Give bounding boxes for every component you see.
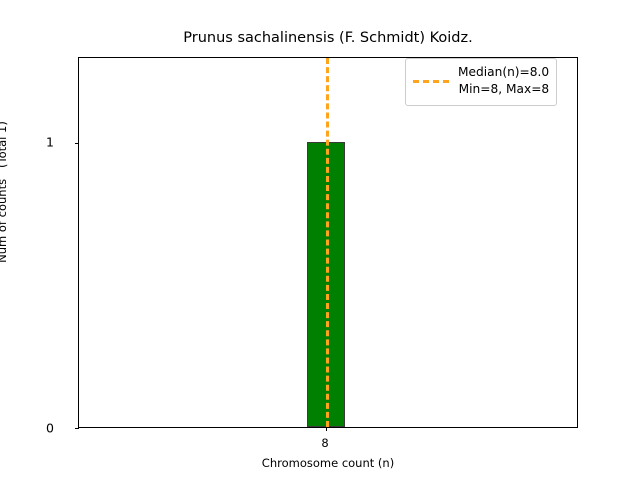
plot-inner xyxy=(79,58,577,427)
xtick-mark-8 xyxy=(326,427,327,431)
legend-entry-median: Median(n)=8.0 Min=8, Max=8 xyxy=(413,64,549,99)
ytick-mark-0 xyxy=(75,427,79,429)
y-axis-label: Num of counts (Total 1) xyxy=(0,121,9,263)
chart-title: Prunus sachalinensis (F. Schmidt) Koidz. xyxy=(183,30,473,46)
ytick-label-1: 1 xyxy=(46,134,54,150)
x-axis-label: Chromosome count (n) xyxy=(261,456,395,470)
chart-legend: Median(n)=8.0 Min=8, Max=8 xyxy=(405,58,558,106)
median-line xyxy=(326,58,329,427)
ytick-mark-1 xyxy=(75,142,79,144)
legend-entry-text: Median(n)=8.0 Min=8, Max=8 xyxy=(458,64,549,99)
legend-label-minmax: Min=8, Max=8 xyxy=(458,82,550,97)
ytick-label-0: 0 xyxy=(46,420,54,436)
legend-label-median: Median(n)=8.0 xyxy=(458,65,550,79)
xtick-label-8: 8 xyxy=(321,436,329,450)
plot-area xyxy=(75,57,578,431)
dashed-line-icon xyxy=(413,79,449,83)
